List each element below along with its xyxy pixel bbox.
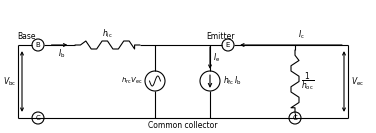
Text: $I_{\rm e}$: $I_{\rm e}$ xyxy=(213,51,220,63)
Text: Emitter: Emitter xyxy=(206,32,235,41)
Text: Base: Base xyxy=(17,32,35,41)
Text: C: C xyxy=(293,115,297,121)
Text: Common collector: Common collector xyxy=(148,121,218,130)
Text: $V_{\rm ec}$: $V_{\rm ec}$ xyxy=(351,75,364,88)
Text: $V_{\rm bc}$: $V_{\rm bc}$ xyxy=(3,75,16,88)
Text: C: C xyxy=(36,115,40,121)
Text: $I_{\rm c}$: $I_{\rm c}$ xyxy=(297,28,305,41)
Text: $h_{\rm fc}\, I_{\rm b}$: $h_{\rm fc}\, I_{\rm b}$ xyxy=(223,75,241,87)
Text: B: B xyxy=(36,42,40,48)
Text: E: E xyxy=(226,42,230,48)
Text: $h_{\rm rc}V_{\rm ec}$: $h_{\rm rc}V_{\rm ec}$ xyxy=(121,76,143,86)
Text: $h_{\rm ic}$: $h_{\rm ic}$ xyxy=(102,28,113,40)
Text: $\dfrac{1}{h_{\rm oc}}$: $\dfrac{1}{h_{\rm oc}}$ xyxy=(301,70,314,92)
Text: $I_{\rm b}$: $I_{\rm b}$ xyxy=(58,48,65,61)
